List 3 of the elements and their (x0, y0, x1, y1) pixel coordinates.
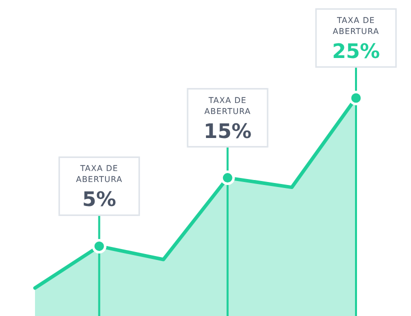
annotation: TAXA DE ABERTURA 15% (204, 96, 252, 143)
annotation: TAXA DE ABERTURA 5% (76, 164, 122, 212)
annotation: TAXA DE ABERTURA 25% (332, 16, 380, 63)
